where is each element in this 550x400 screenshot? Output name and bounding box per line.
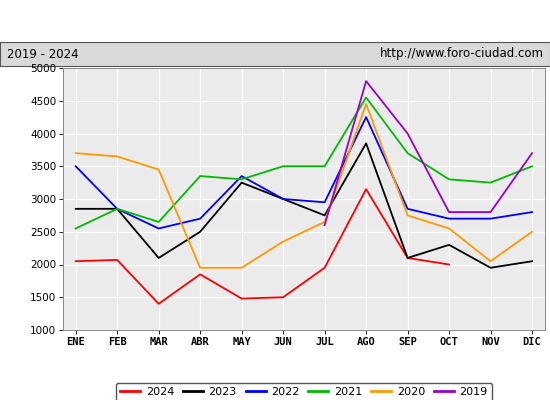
Text: http://www.foro-ciudad.com: http://www.foro-ciudad.com (379, 48, 543, 60)
Legend: 2024, 2023, 2022, 2021, 2020, 2019: 2024, 2023, 2022, 2021, 2020, 2019 (116, 383, 492, 400)
Text: Evolucion Nº Turistas Nacionales en el municipio de Vélez-Rubio: Evolucion Nº Turistas Nacionales en el m… (10, 13, 540, 29)
Text: 2019 - 2024: 2019 - 2024 (7, 48, 78, 60)
